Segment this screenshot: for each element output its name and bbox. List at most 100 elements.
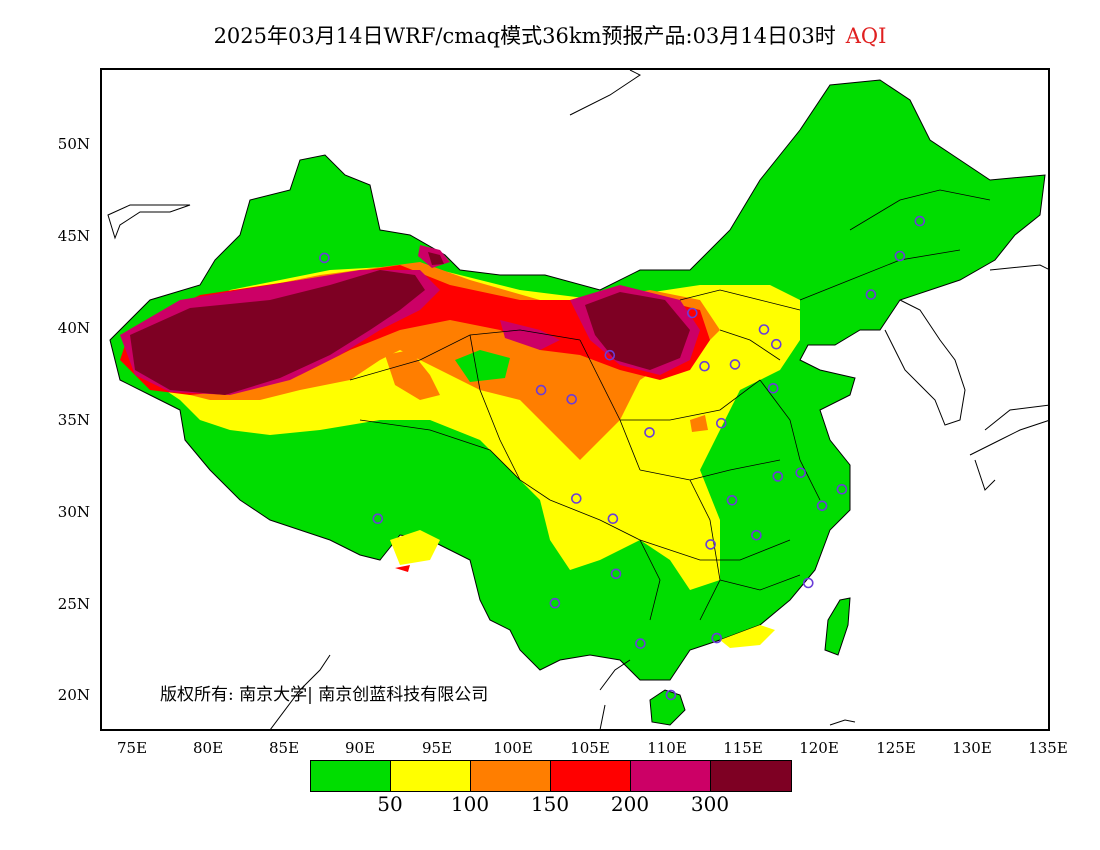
station-markers — [319, 215, 926, 701]
lon-label-110e: 110E — [647, 739, 687, 757]
station-marker — [729, 359, 741, 370]
station-marker — [802, 577, 814, 589]
station-marker — [610, 568, 622, 580]
station-marker — [726, 494, 738, 506]
copyright-text: 版权所有: 南京大学| 南京创蓝科技有限公司 — [160, 685, 489, 705]
station-marker — [372, 513, 384, 525]
station-marker — [758, 324, 770, 335]
lat-label-35n: 35N — [57, 411, 90, 429]
station-marker — [566, 393, 578, 405]
legend-swatch-3 — [551, 761, 631, 791]
yellow-zone-guangdong — [720, 625, 775, 648]
boundary-line — [799, 249, 961, 301]
station-marker — [836, 483, 848, 495]
station-marker — [795, 467, 807, 479]
lon-label-85e: 85E — [268, 739, 300, 757]
province-boundaries — [349, 189, 991, 621]
station-marker — [770, 338, 782, 350]
station-marker — [686, 307, 698, 319]
maroon-zone-tarim — [130, 270, 425, 395]
station-marker — [751, 529, 762, 541]
station-marker — [767, 382, 779, 394]
station-marker — [914, 215, 926, 227]
boundary-line — [719, 574, 801, 591]
station-marker — [865, 289, 877, 300]
legend-swatch-2 — [471, 761, 551, 791]
map-frame — [100, 68, 1050, 731]
lat-label-30n: 30N — [57, 503, 90, 521]
taiwan-island — [824, 597, 851, 656]
station-marker — [549, 597, 561, 609]
legend-label-200: 200 — [610, 792, 650, 816]
legend-label-100: 100 — [450, 792, 490, 816]
station-marker — [319, 252, 330, 264]
station-marker — [644, 427, 655, 438]
lat-label-45n: 45N — [57, 227, 90, 245]
maroon-zone-junggar — [428, 252, 444, 265]
boundary-line — [849, 189, 991, 231]
coastline-balkhash — [107, 204, 191, 240]
aqi-legend — [310, 760, 792, 792]
station-marker — [711, 632, 723, 644]
lat-label-50n: 50N — [57, 135, 90, 153]
station-marker — [715, 417, 727, 429]
lon-label-130e: 130E — [952, 739, 992, 757]
red-zone-sichuan — [395, 565, 410, 572]
lon-label-105e: 105E — [570, 739, 610, 757]
legend-label-150: 150 — [530, 792, 570, 816]
lat-label-40n: 40N — [57, 319, 90, 337]
orange-zone-hebei — [690, 415, 708, 432]
aqi-map — [107, 70, 1048, 729]
boundary-line — [719, 329, 781, 361]
map-title: 2025年03月14日WRF/cmaq模式36km预报产品:03月14日03时 A… — [0, 20, 1100, 50]
lon-label-120e: 120E — [799, 739, 839, 757]
boundary-line — [759, 379, 821, 501]
station-marker — [816, 500, 828, 512]
coastline-japan — [969, 264, 1048, 491]
green-zone-qinghai — [455, 350, 510, 382]
boundary-line — [689, 479, 721, 621]
legend-swatch-0 — [311, 761, 391, 791]
title-main: 2025年03月14日WRF/cmaq模式36km预报产品:03月14日03时 — [213, 24, 836, 48]
station-marker — [635, 638, 646, 649]
station-marker — [772, 471, 784, 482]
station-marker — [607, 513, 619, 525]
boundary-line — [469, 334, 521, 481]
neighbor-coastlines — [107, 70, 1048, 729]
legend-swatch-5 — [711, 761, 791, 791]
legend-label-300: 300 — [690, 792, 730, 816]
lon-label-135e: 135E — [1028, 739, 1068, 757]
lon-label-100e: 100E — [493, 739, 533, 757]
station-marker — [705, 539, 716, 550]
station-marker — [894, 250, 906, 262]
lon-label-125e: 125E — [876, 739, 916, 757]
coastline-vietnam — [599, 659, 631, 729]
coastline-philippines — [829, 719, 856, 726]
lon-label-75e: 75E — [116, 739, 148, 757]
boundary-line — [579, 339, 641, 471]
station-marker — [604, 349, 616, 361]
station-marker — [535, 384, 547, 396]
lon-label-90e: 90E — [344, 739, 376, 757]
lon-label-95e: 95E — [421, 739, 453, 757]
lat-label-20n: 20N — [57, 686, 90, 704]
legend-swatch-1 — [391, 761, 471, 791]
boundary-line — [639, 459, 781, 481]
coastline-indochina — [270, 654, 331, 729]
legend-label-50: 50 — [377, 792, 403, 816]
boundary-line — [359, 419, 551, 501]
magenta-zone-ningxia — [500, 320, 560, 350]
boundary-line — [639, 539, 791, 561]
legend-swatch-4 — [631, 761, 711, 791]
lon-label-115e: 115E — [723, 739, 763, 757]
title-variable: AQI — [845, 24, 887, 48]
boundary-line — [620, 379, 761, 421]
yellow-zone-tibet-south — [390, 530, 440, 565]
station-marker — [699, 360, 710, 372]
boundary-line — [679, 289, 801, 311]
coastline-sakhalin — [569, 70, 641, 116]
station-marker — [665, 689, 677, 701]
lat-label-25n: 25N — [57, 595, 90, 613]
hainan-island — [649, 689, 686, 726]
lon-label-80e: 80E — [192, 739, 224, 757]
